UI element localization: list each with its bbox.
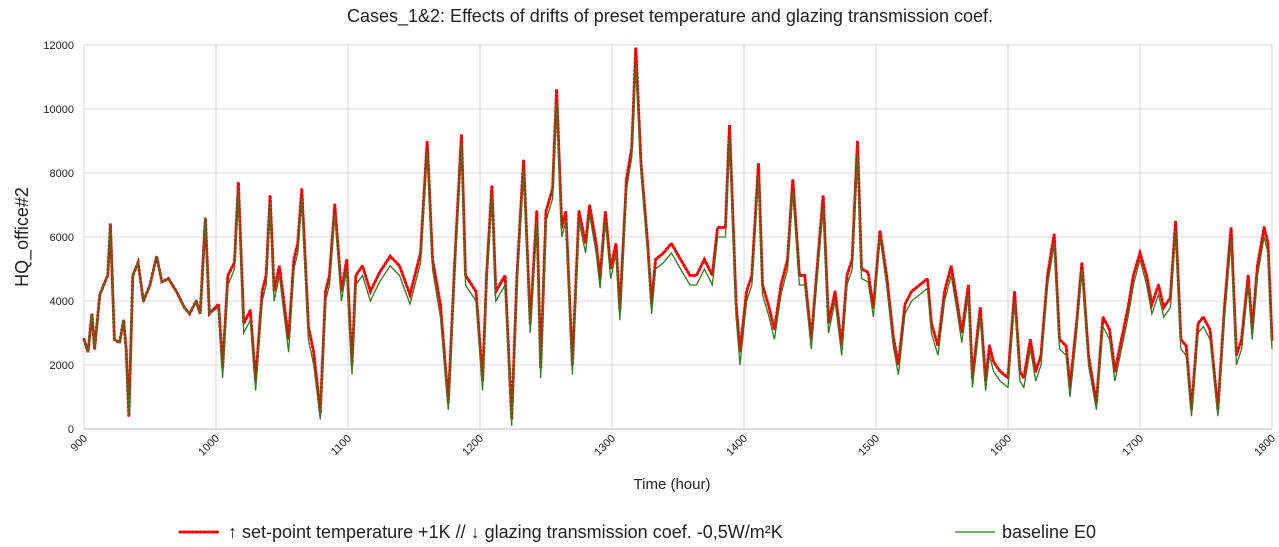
x-tick-label: 1600	[988, 433, 1014, 459]
x-tick-label: 1800	[1252, 433, 1278, 459]
series-line	[83, 64, 1273, 426]
x-tick-label: 1300	[592, 433, 618, 459]
chart-title: Cases_1&2: Effects of drifts of preset t…	[347, 6, 993, 27]
y-tick-label: 4000	[50, 296, 74, 308]
x-tick-label: 1100	[329, 433, 354, 458]
x-tick-label: 1200	[460, 433, 486, 459]
x-tick-label: 1000	[196, 433, 222, 459]
x-tick-label: 1400	[724, 433, 750, 459]
y-tick-label: 8000	[50, 168, 74, 180]
legend-label: baseline E0	[1002, 522, 1096, 542]
y-tick-label: 12000	[43, 40, 74, 52]
series-line	[82, 48, 1274, 420]
y-tick-label: 10000	[43, 104, 74, 116]
y-axis-label: HQ_office#2	[12, 187, 33, 287]
legend-label: ↑ set-point temperature +1K // ↓ glazing…	[228, 522, 783, 542]
y-tick-label: 6000	[50, 232, 74, 244]
y-tick-label: 0	[68, 424, 74, 436]
x-axis-label: Time (hour)	[634, 476, 711, 493]
x-tick-label: 1700	[1120, 433, 1146, 459]
x-tick-label: 1500	[856, 433, 882, 459]
y-tick-label: 2000	[50, 360, 74, 372]
